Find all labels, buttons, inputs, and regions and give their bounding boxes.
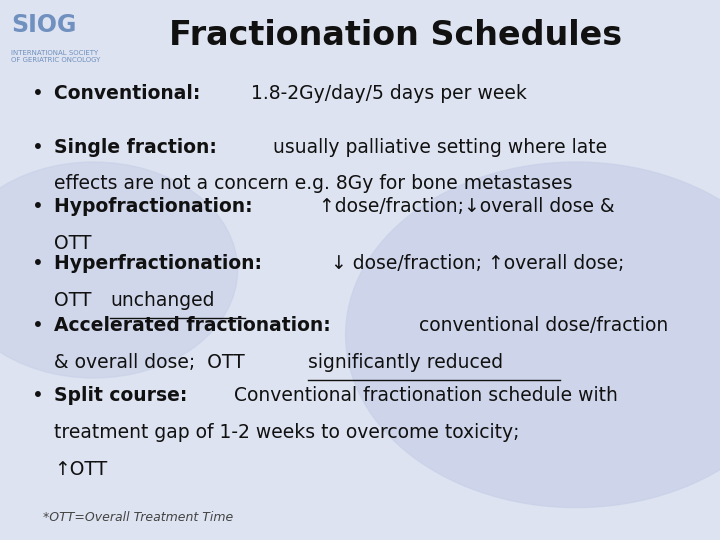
Text: treatment gap of 1-2 weeks to overcome toxicity;: treatment gap of 1-2 weeks to overcome t…: [54, 423, 520, 442]
Text: OTT: OTT: [54, 234, 91, 253]
Text: & overall dose;  OTT: & overall dose; OTT: [54, 353, 251, 372]
Circle shape: [0, 162, 238, 378]
Text: unchanged: unchanged: [110, 291, 215, 309]
Text: •: •: [32, 138, 44, 157]
Text: INTERNATIONAL SOCIETY
OF GERIATRIC ONCOLOGY: INTERNATIONAL SOCIETY OF GERIATRIC ONCOL…: [11, 50, 100, 63]
Text: significantly reduced: significantly reduced: [308, 353, 503, 372]
Circle shape: [346, 162, 720, 508]
Text: conventional dose/fraction: conventional dose/fraction: [420, 316, 669, 335]
Text: •: •: [32, 316, 44, 335]
Text: ↓ dose/fraction; ↑overall dose;: ↓ dose/fraction; ↑overall dose;: [330, 254, 624, 273]
Text: •: •: [32, 254, 44, 273]
Text: Split course:: Split course:: [54, 386, 194, 405]
Text: ↑dose/fraction;↓overall dose &: ↑dose/fraction;↓overall dose &: [319, 197, 614, 216]
Text: Conventional:: Conventional:: [54, 84, 207, 103]
Text: 1.8-2Gy/day/5 days per week: 1.8-2Gy/day/5 days per week: [251, 84, 527, 103]
Text: SIOG: SIOG: [11, 14, 76, 37]
Text: Conventional fractionation schedule with: Conventional fractionation schedule with: [235, 386, 618, 405]
Text: usually palliative setting where late: usually palliative setting where late: [273, 138, 607, 157]
Text: OTT: OTT: [54, 291, 97, 309]
Text: •: •: [32, 84, 44, 103]
Text: ↑OTT: ↑OTT: [54, 460, 107, 478]
Text: Hyperfractionation:: Hyperfractionation:: [54, 254, 269, 273]
Text: *OTT=Overall Treatment Time: *OTT=Overall Treatment Time: [43, 511, 233, 524]
Text: •: •: [32, 197, 44, 216]
Text: Fractionation Schedules: Fractionation Schedules: [169, 19, 623, 52]
Text: •: •: [32, 386, 44, 405]
Text: Accelerated fractionation:: Accelerated fractionation:: [54, 316, 337, 335]
Text: effects are not a concern e.g. 8Gy for bone metastases: effects are not a concern e.g. 8Gy for b…: [54, 174, 572, 193]
Text: Hypofractionation:: Hypofractionation:: [54, 197, 259, 216]
Text: Single fraction:: Single fraction:: [54, 138, 223, 157]
